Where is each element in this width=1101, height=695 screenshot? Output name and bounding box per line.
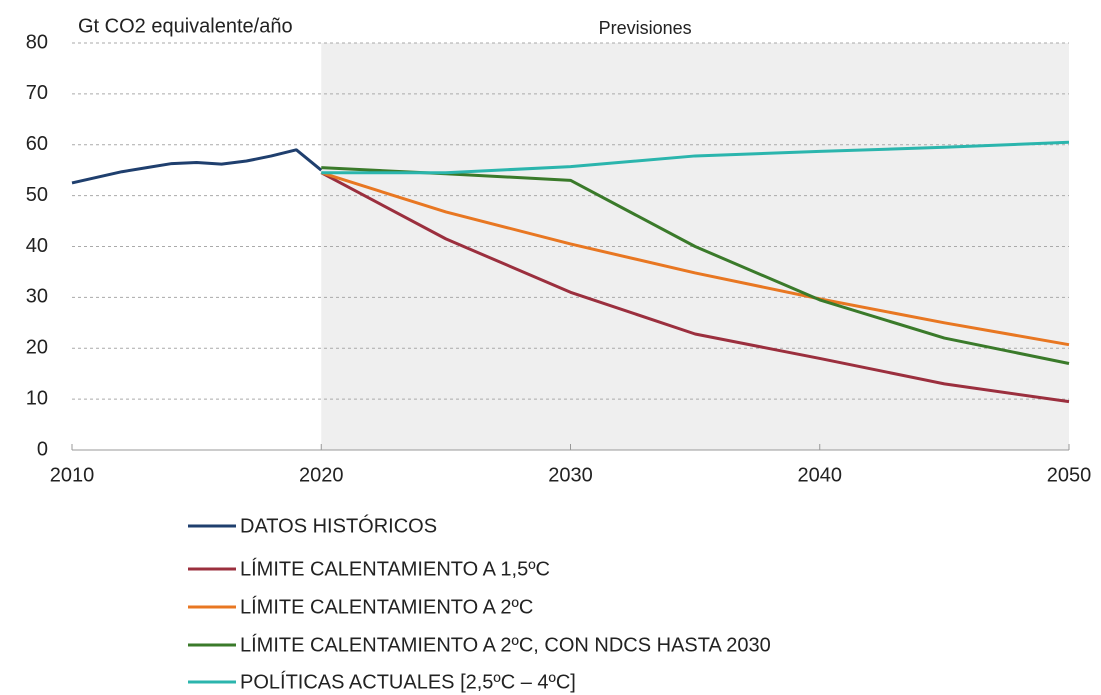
x-tick-label: 2030 xyxy=(548,464,593,486)
x-tick-label: 2050 xyxy=(1047,464,1092,486)
series-line xyxy=(320,171,1070,404)
y-tick-label: 50 xyxy=(26,184,48,206)
x-tick-label: 2010 xyxy=(50,464,95,486)
y-tick-label: 70 xyxy=(26,82,48,104)
forecast-label: Previsiones xyxy=(599,18,692,38)
y-tick-label: 40 xyxy=(26,235,48,257)
legend-label: DATOS HISTÓRICOS xyxy=(240,514,437,537)
x-tick-label: 2040 xyxy=(798,464,843,486)
legend-label: LÍMITE CALENTAMIENTO A 1,5ºC xyxy=(240,557,550,580)
y-tick-label: 80 xyxy=(26,31,48,53)
y-axis-label: Gt CO2 equivalente/año xyxy=(78,15,293,37)
legend-label: POLÍTICAS ACTUALES [2,5ºC – 4ºC] xyxy=(240,670,576,693)
y-tick-label: 20 xyxy=(26,337,48,359)
legend-label: LÍMITE CALENTAMIENTO A 2ºC xyxy=(240,595,533,618)
series-line xyxy=(71,148,323,185)
y-tick-label: 30 xyxy=(26,286,48,308)
y-tick-label: 60 xyxy=(26,133,48,155)
series-line xyxy=(321,140,1070,175)
series-line xyxy=(320,171,1070,347)
x-tick-label: 2020 xyxy=(299,464,344,486)
y-tick-label: 0 xyxy=(37,438,48,460)
y-tick-label: 10 xyxy=(26,387,48,409)
legend-label: LÍMITE CALENTAMIENTO A 2ºC, CON NDCS HAS… xyxy=(240,633,771,656)
